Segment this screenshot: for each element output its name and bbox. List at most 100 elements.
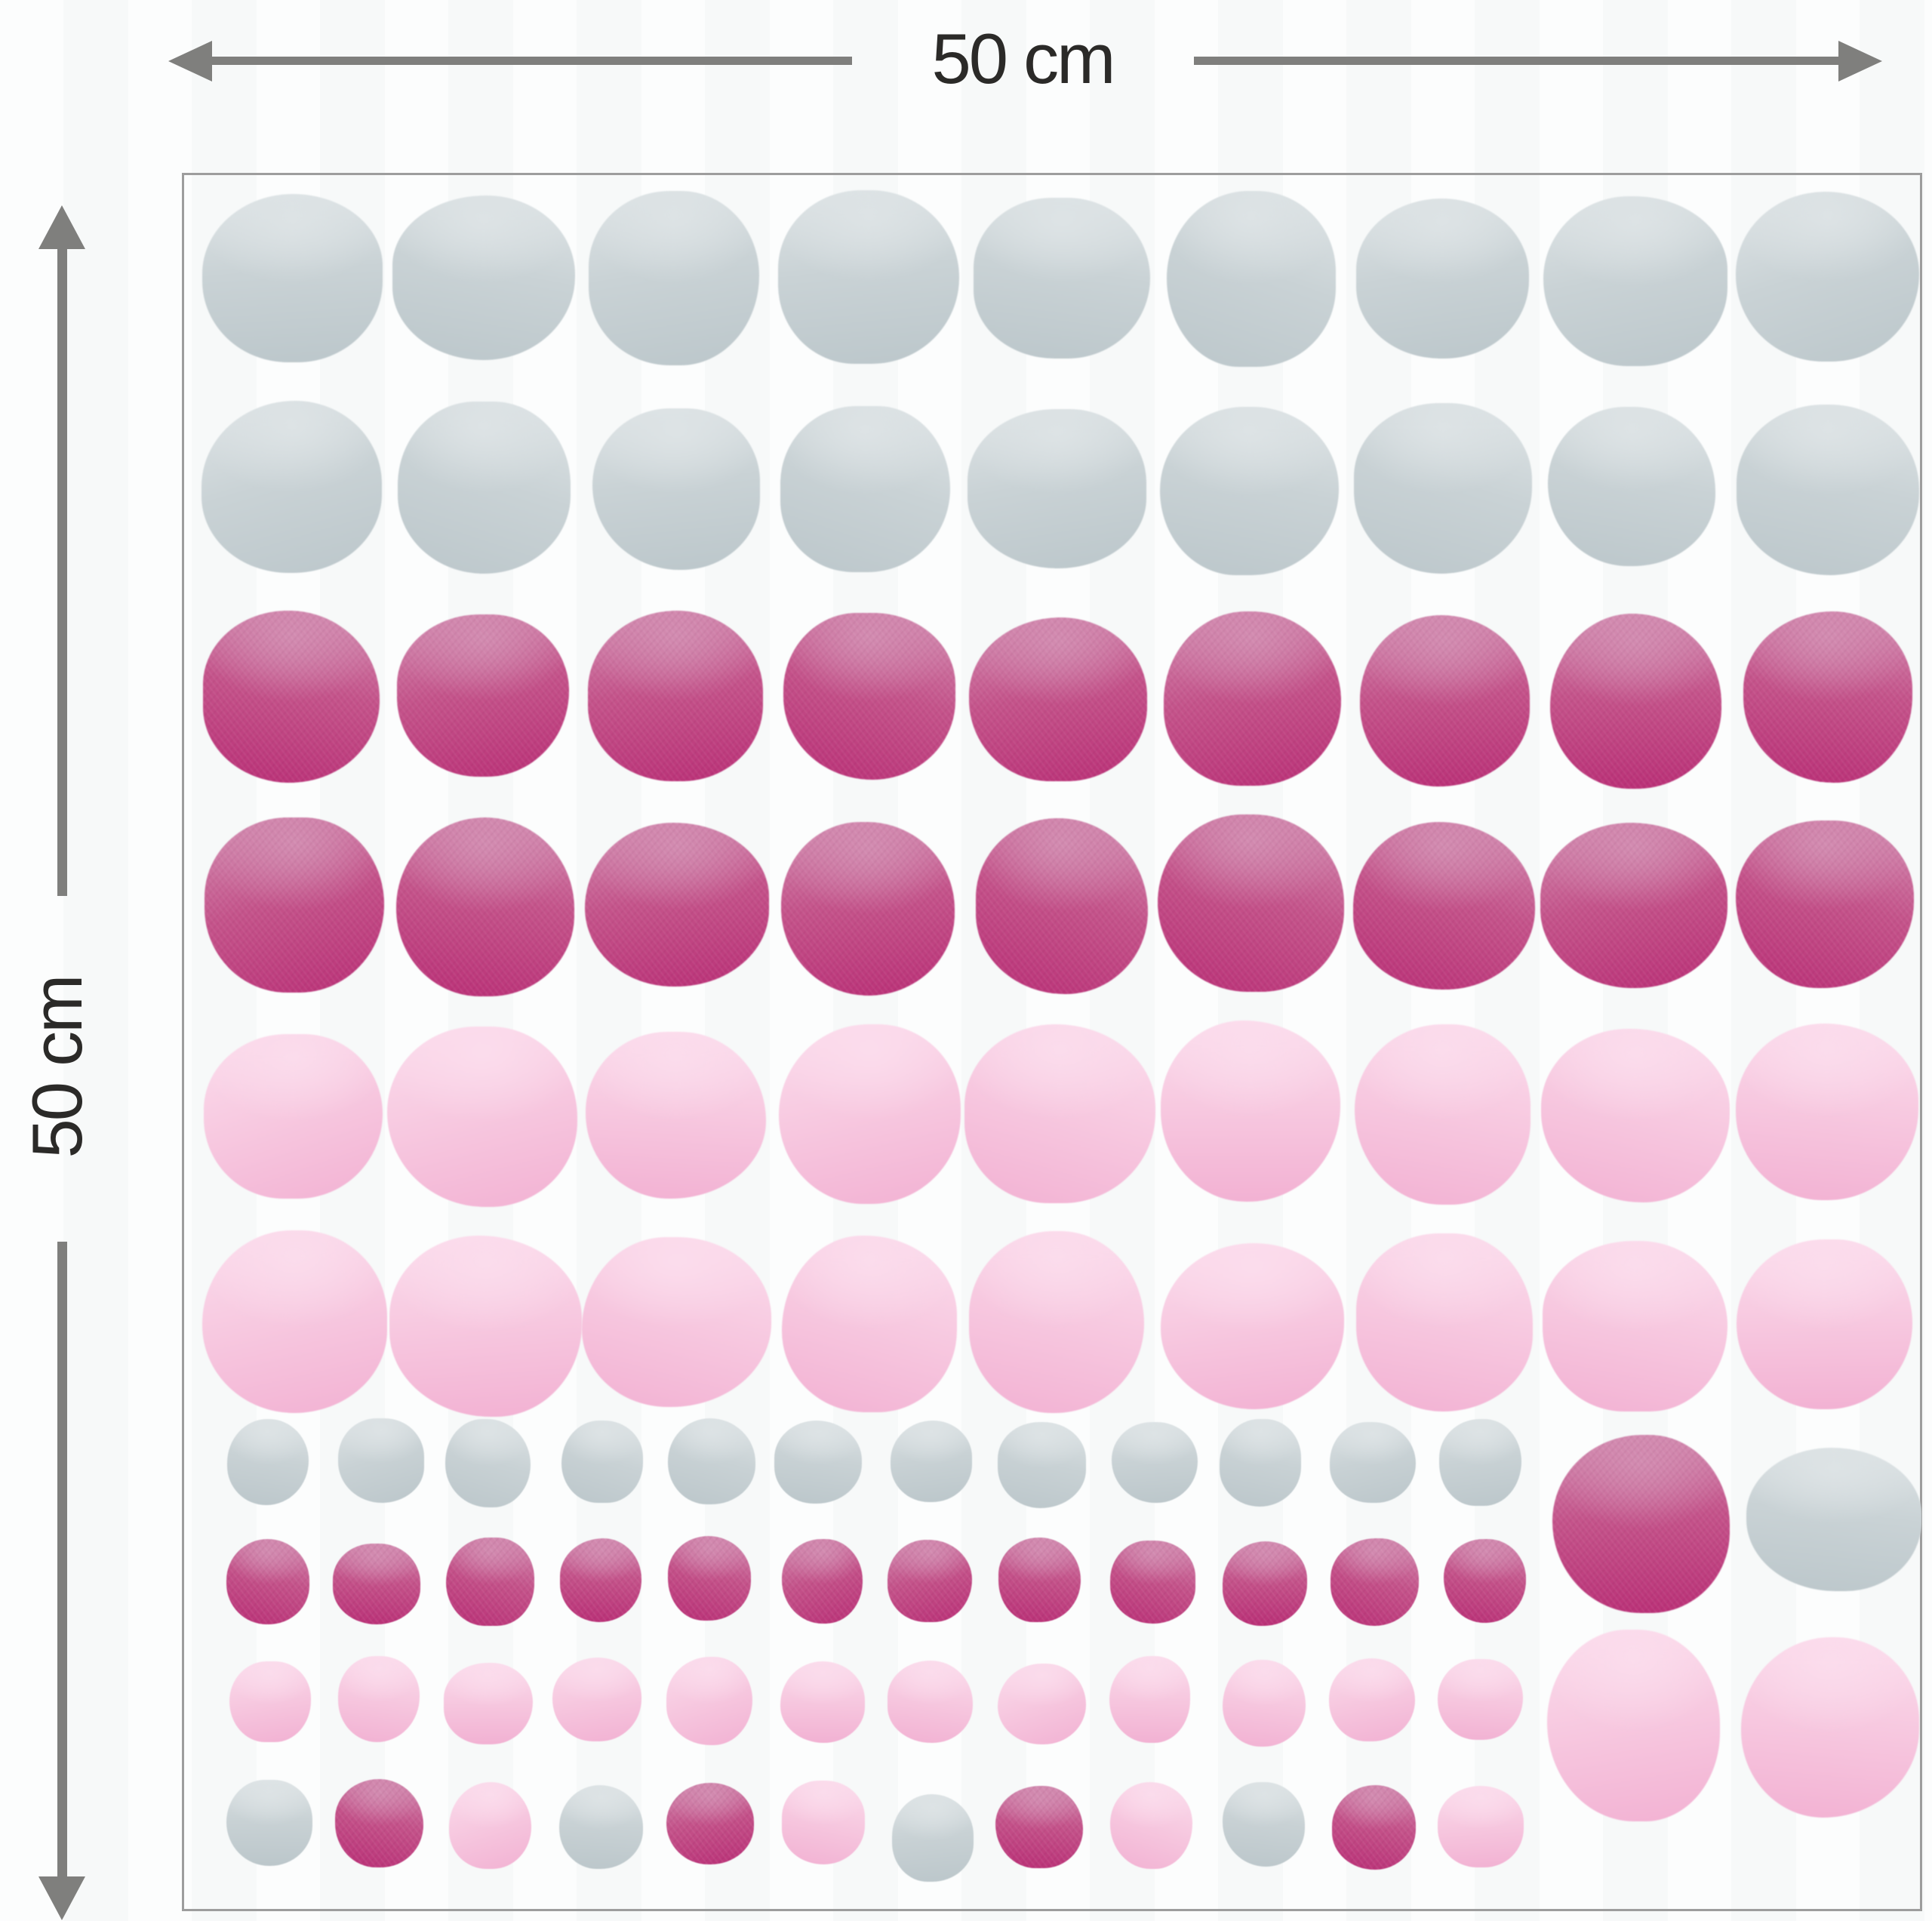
sticker-dot-light-pink xyxy=(666,1657,753,1746)
arrow-left-head-icon xyxy=(168,41,212,82)
sticker-dot-light-pink xyxy=(552,1658,642,1742)
sticker-dot-gray xyxy=(1220,1418,1301,1507)
sticker-dot-gray xyxy=(392,195,576,361)
sticker-dot-light-pink xyxy=(1736,1023,1918,1201)
sticker-dot-light-pink xyxy=(1109,1656,1191,1743)
sticker-dot-light-pink xyxy=(1222,1660,1306,1747)
sticker-dot-dark-pink xyxy=(202,611,380,783)
width-dimension-label: 50 cm xyxy=(931,19,1116,98)
sticker-dot-gray xyxy=(1330,1421,1417,1503)
sticker-dot-gray xyxy=(226,1780,313,1866)
sticker-dot-dark-pink xyxy=(976,817,1149,995)
sticker-dot-light-pink xyxy=(1355,1233,1534,1412)
arrow-right-head-icon xyxy=(1838,41,1882,82)
sticker-dot-gray xyxy=(1735,191,1920,362)
v-arrow-bottom-shaft xyxy=(57,1242,67,1878)
sticker-dot-light-pink xyxy=(1438,1659,1523,1741)
sticker-dot-dark-pink xyxy=(1444,1538,1526,1623)
sticker-dot-gray xyxy=(1548,406,1715,567)
sticker-dot-dark-pink xyxy=(1360,615,1531,787)
sticker-dot-gray xyxy=(561,1420,643,1503)
sticker-sheet xyxy=(182,173,1922,1911)
sticker-dot-light-pink xyxy=(1543,1241,1727,1412)
sticker-dot-light-pink xyxy=(781,1781,866,1864)
sticker-dot-dark-pink xyxy=(1549,614,1722,789)
h-arrow-left-shaft xyxy=(210,57,852,65)
sticker-dot-gray xyxy=(445,1419,531,1507)
sticker-dot-dark-pink xyxy=(1736,820,1915,988)
sticker-dot-light-pink xyxy=(964,1024,1155,1203)
sticker-dot-dark-pink xyxy=(1743,611,1912,783)
sticker-dot-dark-pink xyxy=(783,612,956,780)
sticker-dot-dark-pink xyxy=(587,611,764,782)
sticker-dot-light-pink xyxy=(1737,1239,1912,1409)
sticker-dot-dark-pink xyxy=(584,823,770,987)
sticker-dot-light-pink xyxy=(449,1782,531,1870)
sticker-dot-dark-pink xyxy=(397,614,569,777)
sticker-dot-light-pink xyxy=(229,1661,311,1743)
sticker-dot-dark-pink xyxy=(559,1538,642,1623)
sticker-dot-dark-pink xyxy=(998,1537,1081,1623)
sticker-dot-gray xyxy=(337,1418,424,1503)
sticker-dot-dark-pink xyxy=(205,817,385,993)
sticker-dot-light-pink xyxy=(1546,1629,1721,1822)
sticker-dot-dark-pink xyxy=(226,1539,310,1624)
sticker-dot-light-pink xyxy=(1740,1636,1919,1818)
sticker-dot-dark-pink xyxy=(395,817,574,997)
sticker-dot-light-pink xyxy=(1541,1028,1730,1203)
sticker-dot-light-pink xyxy=(1161,1243,1344,1409)
arrow-down-head-icon xyxy=(38,1876,85,1920)
sticker-dot-light-pink xyxy=(204,1034,383,1199)
sticker-dot-gray xyxy=(558,1784,643,1870)
sticker-dot-light-pink xyxy=(444,1663,533,1745)
sticker-dot-light-pink xyxy=(1438,1786,1524,1868)
sticker-dot-gray xyxy=(1543,196,1727,366)
sticker-dot-gray xyxy=(998,1421,1087,1509)
sticker-dot-gray xyxy=(777,189,960,364)
sticker-dot-gray xyxy=(397,402,571,574)
sticker-dot-dark-pink xyxy=(781,1539,863,1624)
sticker-dot-gray xyxy=(1353,402,1533,574)
sticker-dot-dark-pink xyxy=(334,1778,423,1868)
sticker-dot-light-pink xyxy=(969,1230,1144,1414)
sticker-dot-dark-pink xyxy=(1353,821,1536,990)
sticker-dot-dark-pink xyxy=(969,617,1148,781)
sticker-dot-light-pink xyxy=(581,1237,771,1407)
sticker-dot-gray xyxy=(1166,190,1336,367)
sticker-dot-dark-pink xyxy=(1552,1435,1730,1614)
sticker-dot-gray xyxy=(974,198,1150,359)
sticker-dot-gray xyxy=(1111,1421,1198,1504)
sticker-dot-light-pink xyxy=(586,1032,767,1199)
sticker-dot-light-pink xyxy=(782,1235,958,1413)
sticker-dot-dark-pink xyxy=(1330,1538,1420,1627)
sticker-dot-light-pink xyxy=(780,1661,865,1744)
sticker-dot-gray xyxy=(1356,198,1529,359)
sticker-dot-gray xyxy=(202,400,382,574)
sticker-dot-gray xyxy=(891,1794,974,1882)
sticker-dot-light-pink xyxy=(1328,1658,1416,1742)
sticker-dot-light-pink xyxy=(779,1024,961,1205)
sticker-dot-gray xyxy=(774,1421,862,1504)
sticker-dot-light-pink xyxy=(389,1235,582,1417)
sticker-dot-light-pink xyxy=(337,1656,420,1743)
sticker-dot-dark-pink xyxy=(887,1540,972,1623)
sticker-dot-dark-pink xyxy=(780,821,955,996)
sticker-dot-gray xyxy=(1222,1782,1306,1867)
sticker-dot-dark-pink xyxy=(666,1783,755,1864)
sticker-dot-dark-pink xyxy=(1109,1541,1196,1624)
sticker-dot-light-pink xyxy=(1355,1024,1531,1205)
sticker-dot-dark-pink xyxy=(995,1786,1083,1868)
sticker-dot-dark-pink xyxy=(668,1536,751,1621)
sticker-dot-dark-pink xyxy=(1222,1541,1307,1627)
sticker-dot-light-pink xyxy=(387,1027,577,1207)
sticker-dot-dark-pink xyxy=(1163,611,1341,787)
sticker-dot-gray xyxy=(202,193,383,362)
sticker-dot-gray xyxy=(780,406,950,573)
sticker-dot-gray xyxy=(1736,404,1920,575)
sticker-dot-light-pink xyxy=(202,1230,387,1414)
sticker-dot-light-pink xyxy=(998,1664,1086,1745)
sticker-dot-light-pink xyxy=(887,1661,973,1744)
sticker-dot-dark-pink xyxy=(1331,1784,1416,1870)
sticker-dot-gray xyxy=(890,1421,972,1503)
sticker-dot-dark-pink xyxy=(1540,822,1727,988)
